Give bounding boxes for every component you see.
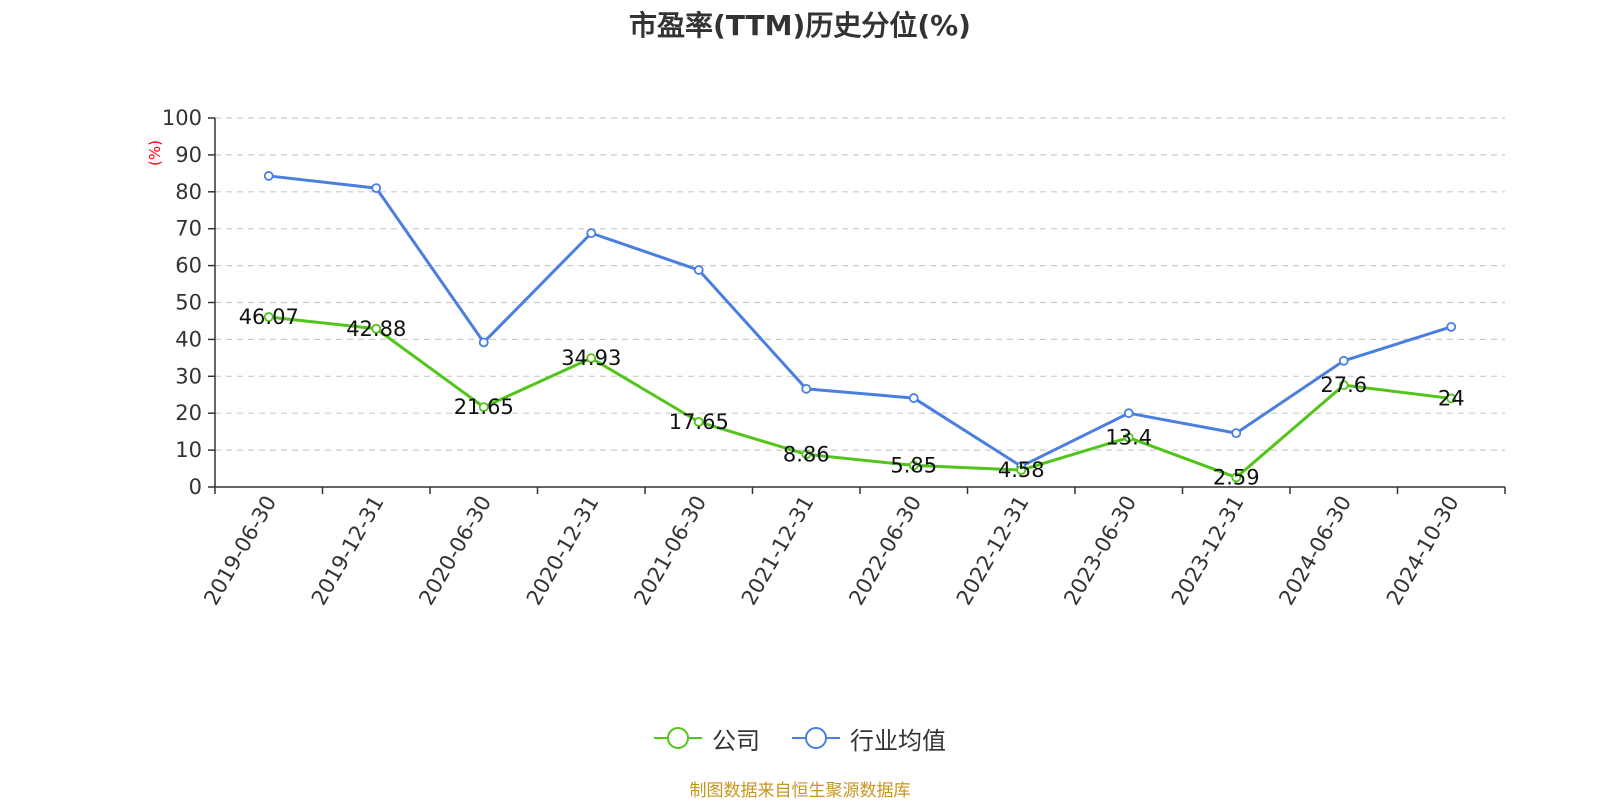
gridlines bbox=[215, 117, 1505, 451]
series-lines bbox=[263, 171, 1457, 483]
data-point-company[interactable] bbox=[1446, 393, 1457, 404]
data-point-industry-average[interactable] bbox=[478, 337, 489, 348]
y-tick-label: 80 bbox=[175, 180, 202, 204]
x-tick-label: 2024-10-30 bbox=[1382, 492, 1464, 610]
data-label: 5.85 bbox=[890, 453, 937, 477]
y-tick-label: 70 bbox=[175, 217, 202, 241]
data-label: 17.65 bbox=[669, 410, 729, 434]
data-point-industry-average[interactable] bbox=[586, 228, 597, 239]
data-label: 42.88 bbox=[346, 317, 406, 341]
axes: 0 10 20 30 40 50 60 70 80 90 100 2019-06-30 2019-12-… bbox=[162, 106, 1506, 610]
data-label: 2.59 bbox=[1213, 465, 1260, 489]
data-label: 27.6 bbox=[1320, 373, 1367, 397]
x-tick-label: 2021-06-30 bbox=[629, 492, 711, 610]
x-tick-label: 2023-12-31 bbox=[1167, 492, 1249, 610]
legend-label-company: 公司 bbox=[712, 726, 760, 755]
data-point-industry-average[interactable] bbox=[1231, 428, 1242, 439]
data-label: 24 bbox=[1438, 386, 1465, 410]
data-point-industry-average[interactable] bbox=[693, 265, 704, 275]
y-tick-label: 50 bbox=[175, 291, 202, 315]
legend-label-industry-average: 行业均值 bbox=[850, 726, 946, 755]
y-tick-label: 90 bbox=[175, 143, 202, 167]
series-line-company bbox=[268, 315, 1452, 479]
legend: 公司 行业均值 bbox=[0, 721, 1600, 756]
data-point-company[interactable] bbox=[801, 449, 812, 460]
data-point-company[interactable] bbox=[693, 416, 704, 427]
data-point-company[interactable] bbox=[371, 323, 382, 334]
legend-marker-company-icon bbox=[654, 727, 702, 749]
y-tick-label: 100 bbox=[162, 106, 202, 130]
data-label: 21.65 bbox=[454, 395, 514, 419]
data-point-company[interactable] bbox=[1016, 465, 1027, 475]
x-tick-label: 2020-12-31 bbox=[522, 492, 604, 610]
x-tick-label: 2022-12-31 bbox=[952, 492, 1034, 610]
data-label: 8.86 bbox=[783, 442, 830, 466]
data-point-company[interactable] bbox=[1231, 472, 1242, 483]
x-tick-label: 2019-06-30 bbox=[199, 492, 281, 610]
x-tick-label: 2024-06-30 bbox=[1274, 492, 1356, 610]
y-tick-label: 30 bbox=[175, 364, 202, 388]
data-point-industry-average[interactable] bbox=[801, 383, 812, 394]
data-point-industry-average[interactable] bbox=[1338, 355, 1349, 366]
y-tick-label: 60 bbox=[175, 254, 202, 278]
chart-title: 市盈率(TTM)历史分位(%) bbox=[629, 9, 971, 42]
legend-item-company[interactable]: 公司 bbox=[654, 721, 760, 756]
data-point-industry-average[interactable] bbox=[1123, 408, 1134, 419]
data-point-company[interactable] bbox=[908, 460, 919, 471]
data-label: 46.07 bbox=[239, 305, 299, 329]
x-tick-label: 2021-12-31 bbox=[737, 492, 819, 610]
data-point-company[interactable] bbox=[478, 402, 489, 413]
data-point-industry-average[interactable] bbox=[371, 183, 382, 194]
data-point-company[interactable] bbox=[263, 312, 274, 322]
y-tick-label: 0 bbox=[189, 475, 202, 499]
x-tick-label: 2023-06-30 bbox=[1059, 492, 1141, 610]
data-point-industry-average[interactable] bbox=[908, 393, 919, 403]
data-labels: 46.07 42.88 21.65 34.93 17.65 8.86 5.85 4.58 13.… bbox=[239, 305, 1465, 489]
series-line-industry-average bbox=[268, 174, 1452, 468]
y-tick-label: 20 bbox=[175, 401, 202, 425]
y-tick-label: 10 bbox=[175, 438, 202, 462]
legend-marker-industry-average-icon bbox=[792, 727, 840, 749]
data-point-company[interactable] bbox=[586, 353, 597, 364]
y-axis-label: (%) bbox=[146, 140, 164, 166]
x-tick-label: 2020-06-30 bbox=[414, 492, 496, 610]
data-point-industry-average[interactable] bbox=[263, 171, 274, 181]
legend-item-industry-average[interactable]: 行业均值 bbox=[792, 721, 946, 756]
data-source-note: 制图数据来自恒生聚源数据库 bbox=[689, 781, 911, 801]
data-point-industry-average[interactable] bbox=[1446, 321, 1457, 332]
data-point-company[interactable] bbox=[1123, 432, 1134, 443]
data-point-company[interactable] bbox=[1338, 380, 1349, 391]
data-label: 34.93 bbox=[561, 346, 621, 370]
x-tick-label: 2022-06-30 bbox=[844, 492, 926, 610]
y-tick-label: 40 bbox=[175, 327, 202, 351]
data-label: 13.4 bbox=[1105, 426, 1152, 450]
x-tick-label: 2019-12-31 bbox=[307, 492, 389, 610]
data-label: 4.58 bbox=[998, 458, 1045, 482]
